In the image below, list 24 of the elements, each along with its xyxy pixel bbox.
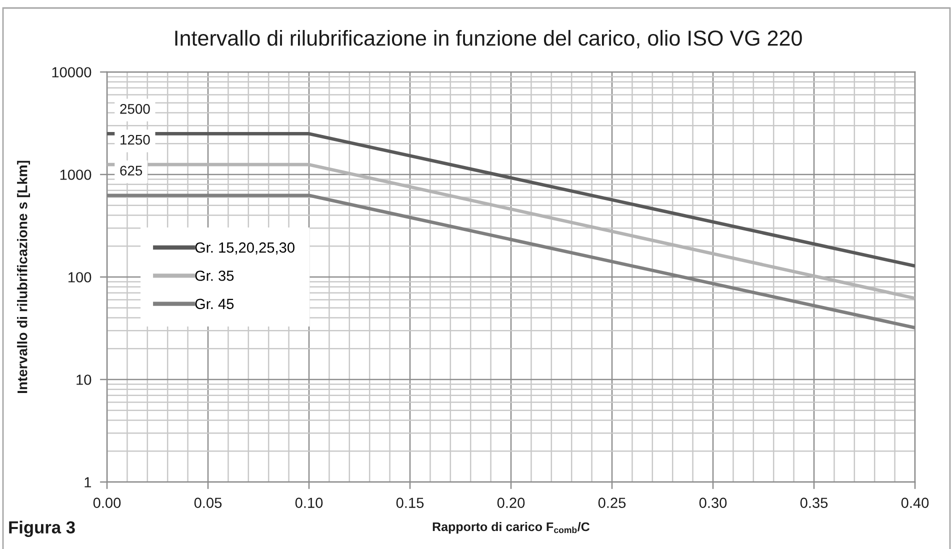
- x-tick-label: 0.35: [800, 498, 828, 508]
- y-tick-label: 10: [76, 374, 92, 385]
- y-axis-title: Intervallo di rilubrificazione s [Lkm]: [17, 160, 30, 393]
- data-label: 1250: [120, 134, 150, 145]
- text: Figura 3: [9, 520, 75, 537]
- data-label: 625: [120, 166, 142, 176]
- legend-label: Gr. 35: [195, 270, 234, 281]
- legend-label: Gr. 15,20,25,30: [195, 242, 294, 254]
- y-tick-label: 10000: [52, 67, 92, 78]
- x-tick-label: 0.05: [194, 498, 222, 508]
- y-tick-label: 100: [68, 272, 92, 282]
- y-tick-label: 1: [84, 477, 92, 488]
- x-tick-label: 0.20: [497, 498, 525, 508]
- x-axis-title: Rapporto di carico F$_{comb}$/C: [432, 522, 590, 534]
- x-tick-label: 0.15: [396, 498, 424, 508]
- chart-title: Intervallo di rilubrificazione in funzione del carico, olio ISO VG 220: [175, 30, 802, 48]
- x-tick-label: 0.40: [901, 498, 929, 508]
- data-label: 2500: [120, 104, 150, 114]
- x-tick-label: 0.00: [93, 498, 121, 508]
- x-tick-label: 0.30: [699, 498, 727, 508]
- legend-label: Gr. 45: [195, 298, 234, 310]
- x-tick-label: 0.25: [598, 498, 626, 508]
- y-tick-label: 1000: [60, 170, 92, 180]
- x-tick-label: 0.10: [295, 498, 323, 508]
